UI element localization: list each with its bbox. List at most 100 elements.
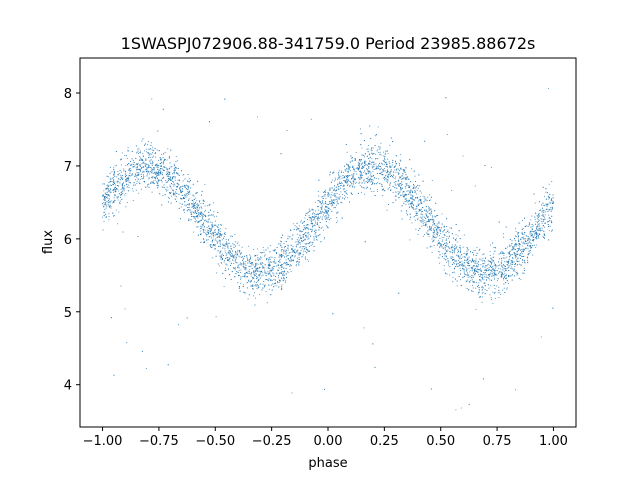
data-point	[151, 172, 153, 174]
data-point	[376, 150, 378, 152]
data-point	[107, 197, 109, 199]
data-point	[128, 176, 130, 178]
data-point	[144, 163, 146, 165]
data-point	[124, 308, 126, 310]
data-point	[355, 167, 357, 170]
data-point	[446, 273, 448, 275]
data-point	[452, 272, 454, 274]
data-point	[247, 245, 249, 247]
data-point	[444, 229, 446, 231]
data-point	[193, 195, 195, 197]
data-point	[247, 262, 249, 264]
data-point	[227, 257, 229, 259]
data-point	[377, 149, 379, 151]
data-point	[248, 265, 250, 267]
data-point	[302, 254, 304, 256]
data-point	[514, 257, 516, 259]
data-point	[173, 185, 175, 187]
data-point	[214, 231, 217, 233]
data-point	[199, 230, 201, 232]
data-point	[405, 204, 407, 206]
data-point	[508, 256, 511, 258]
data-point	[513, 247, 515, 249]
data-point	[120, 171, 123, 173]
data-point	[395, 191, 397, 193]
data-point	[234, 260, 236, 262]
data-point	[517, 261, 519, 263]
data-point	[404, 198, 406, 200]
data-point	[536, 218, 538, 220]
data-point	[314, 233, 316, 235]
data-point	[484, 293, 486, 295]
data-point	[364, 182, 366, 184]
data-point	[425, 209, 427, 211]
data-point	[205, 220, 208, 222]
data-point	[239, 253, 242, 255]
data-point	[285, 250, 287, 252]
data-point	[429, 228, 431, 230]
data-point	[328, 189, 330, 191]
data-point	[280, 237, 282, 239]
data-point	[350, 192, 352, 194]
data-point	[414, 186, 416, 188]
data-point	[501, 275, 503, 277]
data-point	[291, 259, 293, 261]
data-point	[329, 194, 331, 196]
data-point	[162, 177, 164, 179]
data-point	[542, 202, 544, 204]
data-point	[180, 170, 182, 172]
data-point	[202, 238, 204, 240]
data-point	[343, 190, 345, 193]
data-point	[305, 227, 308, 229]
data-point	[209, 214, 211, 216]
data-point	[472, 272, 475, 274]
data-point	[194, 209, 196, 212]
data-point	[436, 223, 438, 225]
data-point	[452, 247, 454, 249]
data-point	[370, 148, 372, 150]
data-point	[167, 173, 169, 175]
data-point	[407, 186, 410, 188]
data-point	[169, 184, 171, 186]
data-point	[316, 222, 318, 224]
data-point	[486, 264, 489, 266]
data-point	[150, 142, 152, 144]
data-point	[101, 216, 104, 218]
data-point	[463, 268, 465, 270]
data-point	[418, 210, 420, 212]
data-point	[395, 163, 397, 165]
data-point	[258, 286, 260, 288]
data-point	[367, 178, 369, 180]
data-point	[110, 207, 112, 209]
data-point	[113, 200, 115, 203]
data-point	[454, 260, 456, 262]
data-point	[256, 116, 259, 118]
data-point	[395, 169, 398, 171]
data-point	[334, 177, 336, 179]
data-point	[208, 121, 211, 123]
data-point	[321, 226, 323, 228]
data-point	[480, 259, 482, 261]
data-point	[451, 256, 453, 258]
data-point	[394, 169, 396, 171]
data-point	[315, 229, 317, 231]
data-point	[145, 167, 148, 169]
data-point	[419, 185, 421, 187]
data-point	[255, 273, 258, 275]
data-point	[247, 298, 249, 300]
data-point	[505, 274, 508, 276]
data-point	[519, 248, 521, 250]
data-point	[259, 274, 261, 276]
data-point	[550, 220, 553, 222]
data-point	[225, 269, 227, 272]
data-point	[330, 196, 332, 198]
data-point	[550, 210, 552, 212]
data-point	[526, 235, 528, 237]
data-point	[210, 235, 212, 237]
data-point	[433, 239, 435, 241]
data-point	[371, 150, 373, 152]
data-point	[252, 276, 254, 278]
data-point	[439, 262, 441, 264]
data-point	[326, 217, 328, 219]
data-point	[374, 177, 376, 179]
